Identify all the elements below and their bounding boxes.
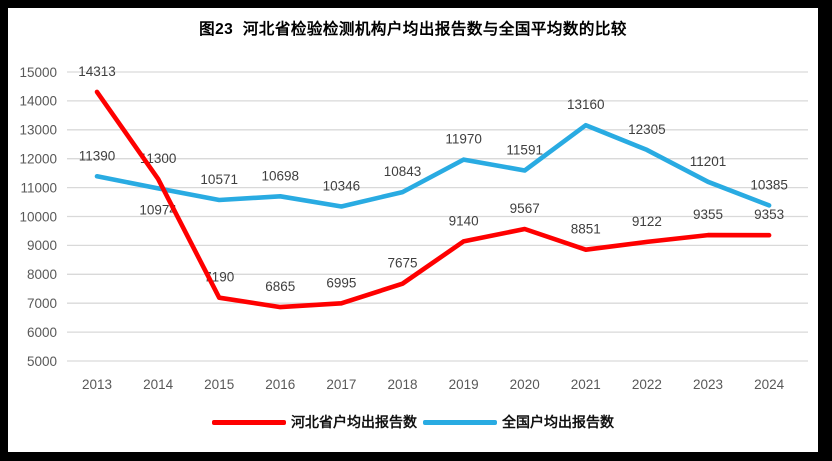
data-label-national: 12305 [628,122,666,137]
x-axis-label: 2022 [632,377,662,392]
chart-legend: 河北省户均出报告数 全国户均出报告数 [8,412,818,432]
y-tick-label: 11000 [20,180,57,195]
data-label-national: 11591 [506,143,543,158]
data-label-hebei: 9122 [632,214,662,229]
x-axis-label: 2017 [326,377,356,392]
data-label-national: 11201 [690,154,727,169]
y-tick-label: 5000 [27,354,57,369]
legend-item-hebei: 河北省户均出报告数 [212,412,417,432]
data-label-hebei: 9140 [449,213,479,228]
y-tick-label: 14000 [19,94,57,109]
x-axis-label: 2015 [204,377,234,392]
x-axis-label: 2013 [82,377,112,392]
data-label-national: 10843 [384,164,422,179]
data-label-hebei: 9567 [510,201,540,216]
y-tick-label: 10000 [19,209,57,224]
x-axis-label: 2020 [510,377,540,392]
data-label-national: 10974 [139,202,177,217]
x-axis-label: 2014 [143,377,174,392]
x-axis-label: 2023 [693,377,723,392]
y-tick-label: 15000 [19,65,57,80]
y-tick-label: 12000 [19,152,57,167]
data-label-national: 11390 [79,148,116,163]
data-label-national: 10571 [200,172,238,187]
legend-label-hebei: 河北省户均出报告数 [291,414,417,430]
x-axis-label: 2024 [754,377,785,392]
y-tick-label: 7000 [27,296,57,311]
data-label-national: 10346 [323,179,361,194]
blue-line-icon [423,419,497,425]
data-label-hebei: 7675 [387,256,417,271]
data-label-national: 11970 [445,132,482,147]
data-label-national: 10698 [262,168,300,183]
chart-canvas: 图23 河北省检验检测机构户均出报告数与全国平均数的比较 5000 6000 700… [8,8,818,452]
data-label-hebei: 9353 [754,207,784,222]
y-tick-label: 8000 [27,267,57,282]
data-label-hebei: 9355 [693,207,723,222]
y-tick-label: 6000 [27,325,57,340]
data-label-hebei: 8851 [571,222,601,237]
chart-svg: 5000 6000 7000 8000 9000 10000 11000 12000 13000… [19,64,808,392]
series-line-national [94,122,772,209]
data-label-hebei: 6865 [265,279,295,294]
data-label-national: 13160 [567,97,605,112]
y-tick-label: 13000 [19,123,57,138]
x-axis-label: 2021 [571,377,601,392]
x-axis-label: 2019 [449,377,479,392]
data-label-hebei: 14313 [78,64,116,79]
x-axis-label: 2018 [387,377,417,392]
chart-title: 图23 河北省检验检测机构户均出报告数与全国平均数的比较 [199,21,627,38]
series-line-hebei [94,89,772,310]
data-label-national: 10385 [750,177,788,192]
y-tick-label: 9000 [27,238,57,253]
legend-item-national: 全国户均出报告数 [423,412,614,432]
legend-label-national: 全国户均出报告数 [502,414,614,430]
data-label-hebei: 6995 [326,275,356,290]
x-axis-label: 2016 [265,377,295,392]
red-line-icon [212,419,286,425]
